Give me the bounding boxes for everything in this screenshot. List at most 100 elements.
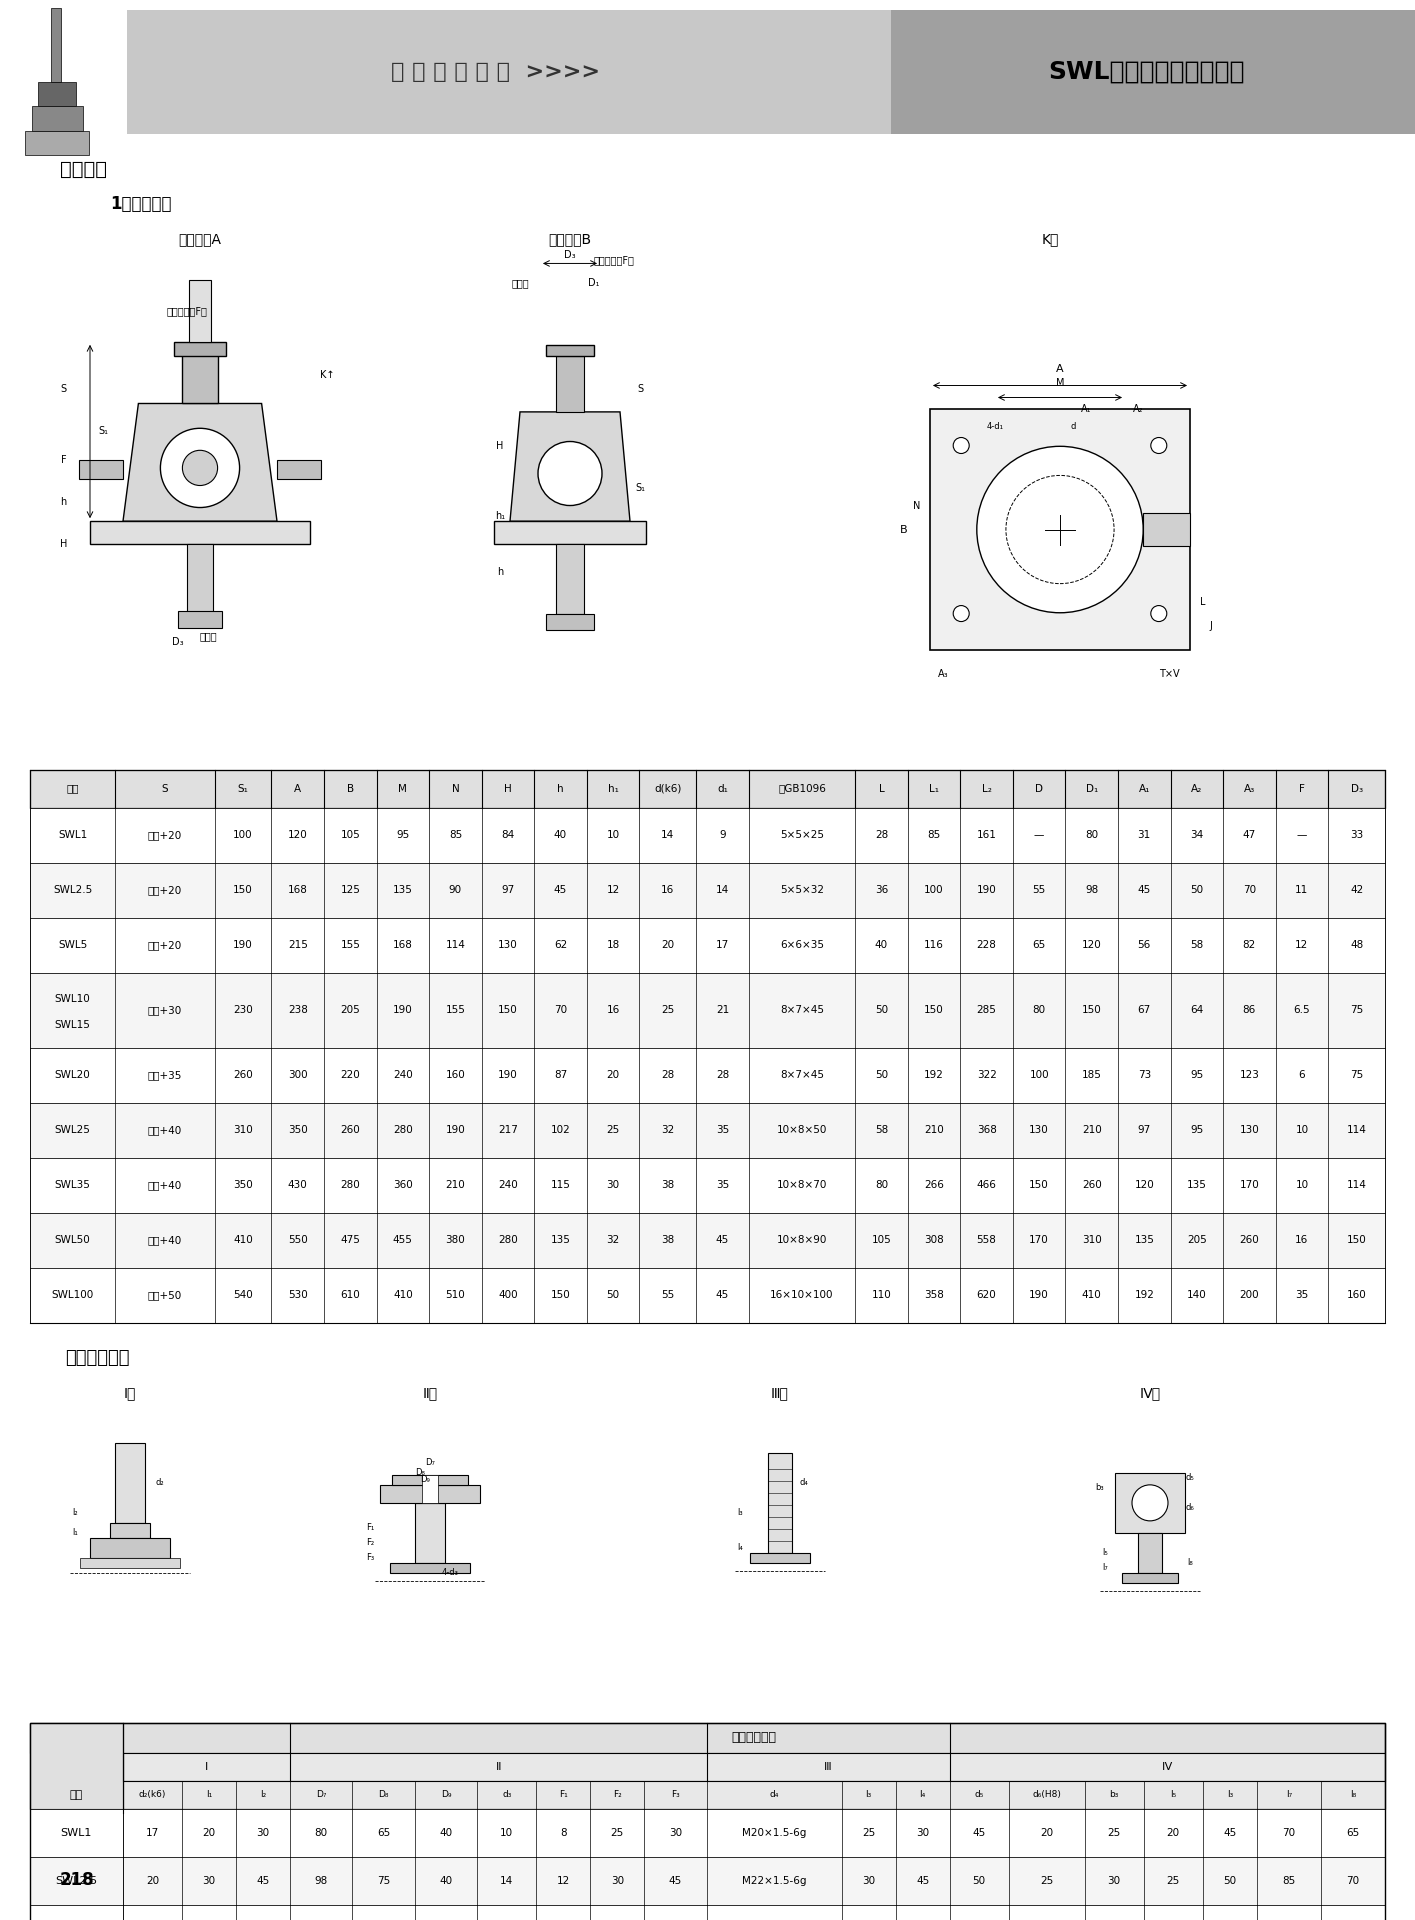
Text: 190: 190 — [976, 885, 996, 895]
Text: 45: 45 — [716, 1290, 729, 1300]
Text: 12: 12 — [1295, 941, 1309, 950]
Text: 62: 62 — [553, 941, 567, 950]
Text: SWL100: SWL100 — [51, 1290, 93, 1300]
Text: 280: 280 — [498, 1235, 518, 1246]
Circle shape — [954, 605, 969, 622]
Text: 30: 30 — [607, 1181, 620, 1190]
Text: D₉: D₉ — [440, 1791, 451, 1799]
Text: 125: 125 — [341, 885, 361, 895]
Text: Ⅲ型: Ⅲ型 — [771, 1386, 790, 1400]
Text: SWL50: SWL50 — [55, 1235, 91, 1246]
Text: 205: 205 — [341, 1006, 361, 1016]
Text: M22×1.5-6g: M22×1.5-6g — [741, 1876, 807, 1885]
Bar — [127, 10, 906, 134]
Text: 28: 28 — [661, 1069, 675, 1081]
Bar — [556, 543, 584, 614]
Text: S: S — [61, 384, 67, 394]
Text: 540: 540 — [233, 1290, 253, 1300]
Text: 410: 410 — [233, 1235, 253, 1246]
Text: SWL2.5: SWL2.5 — [55, 1876, 98, 1885]
Text: 34: 34 — [1190, 829, 1203, 841]
Text: A₂: A₂ — [1133, 405, 1143, 415]
Text: 114: 114 — [1347, 1125, 1367, 1135]
Text: 322: 322 — [976, 1069, 996, 1081]
Text: b₃: b₃ — [1109, 1791, 1119, 1799]
Text: 行程+20: 行程+20 — [147, 941, 183, 950]
Bar — [30, 1102, 1385, 1158]
Text: N: N — [913, 501, 921, 511]
Text: 135: 135 — [550, 1235, 570, 1246]
Text: 25: 25 — [862, 1828, 876, 1837]
Text: 238: 238 — [287, 1006, 307, 1016]
Bar — [183, 353, 218, 403]
Circle shape — [954, 438, 969, 453]
Bar — [91, 520, 310, 543]
Text: M: M — [1056, 378, 1064, 388]
Text: 410: 410 — [1082, 1290, 1101, 1300]
Text: 310: 310 — [1082, 1235, 1101, 1246]
Text: 33: 33 — [1350, 829, 1363, 841]
Text: h₁: h₁ — [495, 511, 505, 520]
Text: 90: 90 — [449, 885, 461, 895]
Text: 28: 28 — [716, 1069, 729, 1081]
Text: 150: 150 — [498, 1006, 518, 1016]
Text: 30: 30 — [916, 1828, 930, 1837]
Text: 114: 114 — [446, 941, 466, 950]
Text: 基本型: 基本型 — [200, 632, 218, 641]
Text: K向: K向 — [1041, 232, 1058, 246]
Text: 10×8×90: 10×8×90 — [777, 1235, 828, 1246]
Text: 300: 300 — [287, 1069, 307, 1081]
Text: 135: 135 — [393, 885, 413, 895]
Text: A: A — [1056, 363, 1064, 374]
Text: 58: 58 — [874, 1125, 889, 1135]
Text: 装配型式A: 装配型式A — [178, 232, 222, 246]
Text: d₃: d₃ — [502, 1791, 511, 1799]
Bar — [391, 1563, 470, 1572]
Bar — [30, 918, 1385, 973]
Text: 161: 161 — [976, 829, 996, 841]
Text: 45: 45 — [256, 1876, 269, 1885]
Text: h: h — [61, 497, 67, 507]
Text: 185: 185 — [1081, 1069, 1102, 1081]
Text: 42: 42 — [1350, 885, 1363, 895]
Text: 610: 610 — [341, 1290, 361, 1300]
Text: d₁: d₁ — [717, 783, 727, 793]
Text: 168: 168 — [393, 941, 413, 950]
Text: 12: 12 — [607, 885, 620, 895]
Bar — [123, 1753, 1385, 1782]
Bar — [30, 862, 1385, 918]
Text: l₅: l₅ — [1102, 1548, 1108, 1557]
Bar — [30, 1722, 1385, 1753]
Text: 558: 558 — [976, 1235, 996, 1246]
Text: D₇: D₇ — [316, 1791, 327, 1799]
Text: D₃: D₃ — [565, 250, 576, 259]
Text: 230: 230 — [233, 1006, 253, 1016]
Text: 32: 32 — [661, 1125, 675, 1135]
Text: F₃: F₃ — [671, 1791, 679, 1799]
Text: 行程+20: 行程+20 — [147, 885, 183, 895]
Text: 260: 260 — [1082, 1181, 1101, 1190]
Text: 210: 210 — [1082, 1125, 1101, 1135]
Text: 48: 48 — [1350, 941, 1363, 950]
Text: 150: 150 — [1347, 1235, 1367, 1246]
Text: —: — — [1034, 829, 1044, 841]
Text: l₄: l₄ — [737, 1544, 743, 1553]
Text: F₁: F₁ — [559, 1791, 567, 1799]
Text: 400: 400 — [498, 1290, 518, 1300]
Text: 220: 220 — [341, 1069, 361, 1081]
Bar — [91, 1538, 170, 1557]
Bar — [30, 1722, 1385, 1920]
Bar — [422, 1475, 439, 1503]
Text: 10: 10 — [1295, 1181, 1309, 1190]
Text: 218: 218 — [59, 1870, 95, 1889]
Text: 丝杆头部型式: 丝杆头部型式 — [732, 1732, 777, 1745]
Text: 95: 95 — [396, 829, 409, 841]
Text: SWL35: SWL35 — [55, 1181, 91, 1190]
Text: 4-d₃: 4-d₃ — [441, 1569, 458, 1578]
Text: 80: 80 — [314, 1828, 328, 1837]
Text: 40: 40 — [553, 829, 567, 841]
Text: 32: 32 — [607, 1235, 620, 1246]
Text: 50: 50 — [874, 1069, 889, 1081]
Text: 215: 215 — [287, 941, 307, 950]
Text: 键GB1096: 键GB1096 — [778, 783, 826, 793]
